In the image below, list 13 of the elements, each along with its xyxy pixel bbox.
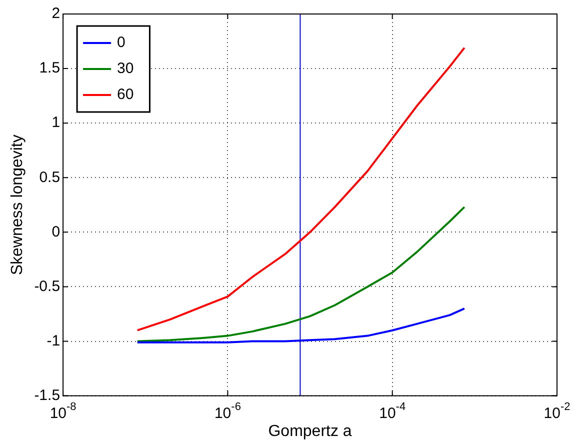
y-tick-label: -0.5 — [34, 278, 60, 295]
y-axis-title: Skewness longevity — [9, 134, 26, 276]
x-axis-title: Gompertz a — [268, 422, 352, 440]
legend-label: 0 — [117, 34, 126, 52]
y-tick-label: 0.5 — [39, 168, 60, 186]
y-tick-label: 1 — [52, 114, 60, 132]
y-tick-label: 1.5 — [39, 60, 60, 77]
legend-label: 60 — [117, 86, 134, 104]
y-tick-label: 0 — [52, 223, 60, 240]
y-tick-label: 2 — [52, 5, 60, 22]
legend-label: 30 — [117, 60, 134, 78]
y-tick-label: -1.5 — [34, 386, 60, 404]
y-tick-label: -1 — [46, 332, 60, 350]
